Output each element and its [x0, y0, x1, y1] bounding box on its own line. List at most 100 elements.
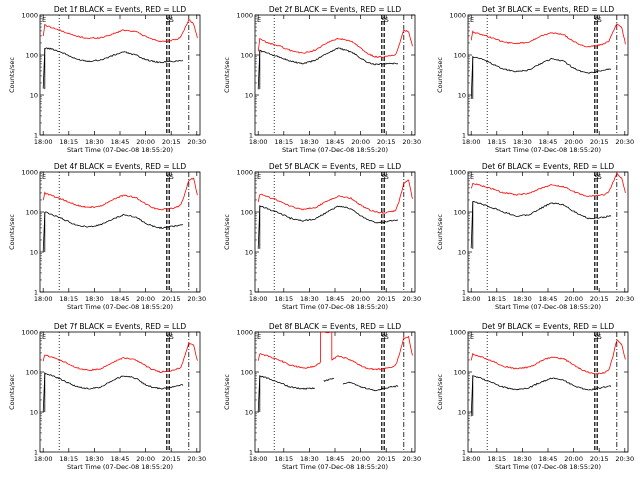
y-tick-label: 1: [249, 289, 253, 297]
flare-marker: S: [385, 333, 389, 341]
x-tick-label: 18:30: [300, 455, 319, 463]
x-axis-label: Start Time (07-Dec-08 18:55:20): [282, 463, 388, 471]
series-group: [42, 19, 198, 90]
x-tick-label: 18:45: [539, 455, 558, 463]
y-tick-label: 10: [458, 409, 466, 417]
series-group: [470, 339, 626, 417]
x-tick-label: 20:30: [402, 138, 421, 146]
flare-marker: S: [598, 173, 602, 181]
corner-label: E: [257, 16, 261, 24]
x-tick-label: 20:00: [564, 295, 583, 303]
y-tick-label: 100: [454, 369, 466, 377]
panel-title: Det 7f BLACK = Events, RED = LLD: [54, 322, 187, 331]
plot-frame: [39, 14, 201, 136]
y-tick-label: 100: [241, 52, 253, 60]
y-tick-label: 100: [454, 209, 466, 217]
y-tick-label: 100: [454, 52, 466, 60]
panel-title: Det 2f BLACK = Events, RED = LLD: [269, 5, 402, 14]
x-tick-label: 18:15: [274, 455, 293, 463]
x-axis-label: Start Time (07-Dec-08 18:55:20): [495, 146, 601, 154]
corner-label: E: [42, 16, 46, 24]
y-tick-label: 1: [34, 449, 38, 457]
x-tick-label: 20:15: [162, 138, 181, 146]
flare-marker: S: [594, 173, 598, 181]
flare-marker: S: [598, 16, 602, 24]
y-tick-label: 1: [462, 132, 466, 140]
panel-det-3: Det 3f BLACK = Events, RED = LLD 1 10 100 10…: [436, 5, 634, 154]
y-tick-label: 100: [26, 369, 38, 377]
x-tick-label: 20:15: [590, 138, 609, 146]
x-tick-label: 18:45: [326, 138, 345, 146]
corner-label: E: [42, 173, 46, 181]
x-tick-label: 20:15: [377, 455, 396, 463]
x-tick-label: 20:30: [615, 138, 634, 146]
series-events-line: [42, 371, 184, 413]
series-events-line: [42, 47, 184, 89]
series-lld-line: [470, 23, 626, 48]
x-tick-label: 20:15: [377, 138, 396, 146]
flare-marker: S: [385, 16, 389, 24]
series-events-line: [342, 381, 399, 392]
series-group: [470, 23, 626, 100]
y-axis-label: Counts/sec: [436, 214, 444, 250]
y-tick-label: 10: [30, 249, 38, 257]
plot-frame: [254, 14, 416, 136]
y-tick-label: 10: [30, 409, 38, 417]
x-axis-label: Start Time (07-Dec-08 18:55:20): [67, 303, 173, 311]
x-tick-label: 18:00: [462, 138, 481, 146]
plot-frame: [467, 331, 629, 453]
y-tick-label: 1: [34, 132, 38, 140]
x-tick-label: 20:30: [187, 455, 206, 463]
y-tick-label: 1000: [236, 169, 253, 177]
x-tick-label: 18:15: [59, 455, 78, 463]
flare-marker: S: [166, 173, 170, 181]
x-tick-label: 20:15: [377, 295, 396, 303]
x-tick-label: 20:30: [402, 295, 421, 303]
plot-frame: [467, 171, 629, 293]
series-events-line: [257, 47, 399, 90]
flare-marker: S: [381, 333, 385, 341]
x-axis-label: Start Time (07-Dec-08 18:55:20): [282, 303, 388, 311]
x-axis-label: Start Time (07-Dec-08 18:55:20): [495, 303, 601, 311]
panel-title: Det 3f BLACK = Events, RED = LLD: [482, 5, 615, 14]
y-tick-label: 1000: [449, 329, 466, 337]
x-tick-label: 18:30: [513, 455, 532, 463]
panel-title: Det 5f BLACK = Events, RED = LLD: [269, 162, 402, 171]
series-events-line: [470, 375, 612, 417]
series-group: [470, 172, 626, 249]
series-events-line: [257, 204, 399, 249]
series-group: [42, 177, 198, 252]
y-tick-label: 100: [241, 369, 253, 377]
flare-marker: S: [598, 333, 602, 341]
x-tick-label: 18:45: [539, 295, 558, 303]
corner-label: E: [470, 173, 474, 181]
series-group: [257, 29, 413, 90]
x-tick-label: 18:15: [274, 138, 293, 146]
y-axis-label: Counts/sec: [223, 374, 231, 410]
series-lld-line: [42, 177, 198, 211]
x-tick-label: 20:15: [162, 295, 181, 303]
x-tick-label: 18:15: [487, 455, 506, 463]
corner-label: E: [257, 173, 261, 181]
series-lld-line: [470, 339, 626, 375]
y-tick-label: 1: [249, 132, 253, 140]
x-tick-label: 18:00: [34, 295, 53, 303]
x-tick-label: 20:30: [615, 455, 634, 463]
y-tick-label: 1000: [236, 329, 253, 337]
x-tick-label: 20:30: [402, 455, 421, 463]
panel-det-9: Det 9f BLACK = Events, RED = LLD 1 10 100 10…: [436, 322, 634, 471]
series-events-line: [257, 374, 315, 413]
panel-title: Det 1f BLACK = Events, RED = LLD: [54, 5, 187, 14]
panel-det-4: Det 4f BLACK = Events, RED = LLD 1 10 100 10…: [8, 162, 206, 311]
y-tick-label: 1000: [21, 169, 38, 177]
corner-label: E: [470, 16, 474, 24]
y-tick-label: 1: [462, 449, 466, 457]
y-tick-label: 10: [458, 249, 466, 257]
panel-title: Det 9f BLACK = Events, RED = LLD: [482, 322, 615, 331]
panel-title: Det 6f BLACK = Events, RED = LLD: [482, 162, 615, 171]
x-tick-label: 18:30: [300, 138, 319, 146]
x-tick-label: 20:00: [351, 295, 370, 303]
y-tick-label: 1: [462, 289, 466, 297]
x-axis-label: Start Time (07-Dec-08 18:55:20): [282, 146, 388, 154]
x-tick-label: 18:00: [462, 295, 481, 303]
